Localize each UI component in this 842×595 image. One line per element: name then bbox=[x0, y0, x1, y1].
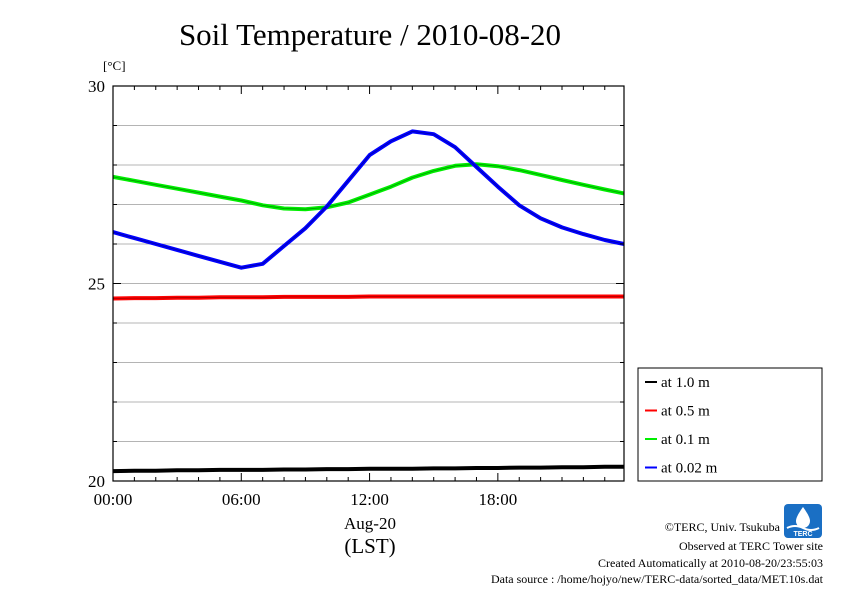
series-line bbox=[112, 294, 624, 301]
legend-label: at 1.0 m bbox=[661, 375, 710, 391]
series-line bbox=[112, 162, 625, 212]
series-line-core bbox=[112, 296, 624, 299]
chart-title: Soil Temperature / 2010-08-20 bbox=[179, 17, 561, 52]
legend: at 1.0 m at 0.5 m at 0.1 m at 0.02 m bbox=[637, 367, 823, 482]
series-line-core bbox=[112, 163, 625, 210]
logo-text: TERC bbox=[793, 531, 812, 538]
legend-label: at 0.5 m bbox=[661, 404, 710, 420]
series-lines bbox=[112, 129, 625, 474]
series-line bbox=[112, 464, 624, 474]
y-tick-label: 25 bbox=[88, 275, 105, 294]
series-line-core bbox=[112, 130, 625, 269]
x-tick-label: 06:00 bbox=[222, 490, 261, 509]
legend-label: at 0.1 m bbox=[661, 432, 710, 448]
axis-ticks: 20 25 30 00:00 06:00 12:00 18:00 bbox=[88, 77, 624, 509]
data-source-text: Data source : /home/hojyo/new/TERC-data/… bbox=[491, 572, 824, 586]
y-tick-label: 20 bbox=[88, 472, 105, 491]
legend-box bbox=[637, 367, 823, 482]
wave-icon bbox=[786, 525, 820, 531]
terc-logo: TERC bbox=[784, 504, 822, 538]
created-text: Created Automatically at 2010-08-20/23:5… bbox=[598, 556, 823, 570]
y-unit-label: [°C] bbox=[103, 58, 126, 73]
copyright-text: ©TERC, Univ. Tsukuba bbox=[665, 520, 781, 534]
grid-lines bbox=[113, 125, 624, 442]
water-drop-icon bbox=[796, 507, 810, 528]
x-tick-label: 12:00 bbox=[350, 490, 389, 509]
series-line-core bbox=[112, 466, 624, 472]
series-line bbox=[112, 129, 625, 270]
y-tick-label: 30 bbox=[88, 77, 105, 96]
x-tick-label: 00:00 bbox=[94, 490, 133, 509]
legend-label: at 0.02 m bbox=[661, 461, 718, 477]
x-axis-date-label: Aug-20 bbox=[344, 514, 396, 533]
x-axis-timezone-label: (LST) bbox=[344, 534, 395, 558]
x-tick-label: 18:00 bbox=[478, 490, 517, 509]
observed-text: Observed at TERC Tower site bbox=[679, 539, 823, 553]
